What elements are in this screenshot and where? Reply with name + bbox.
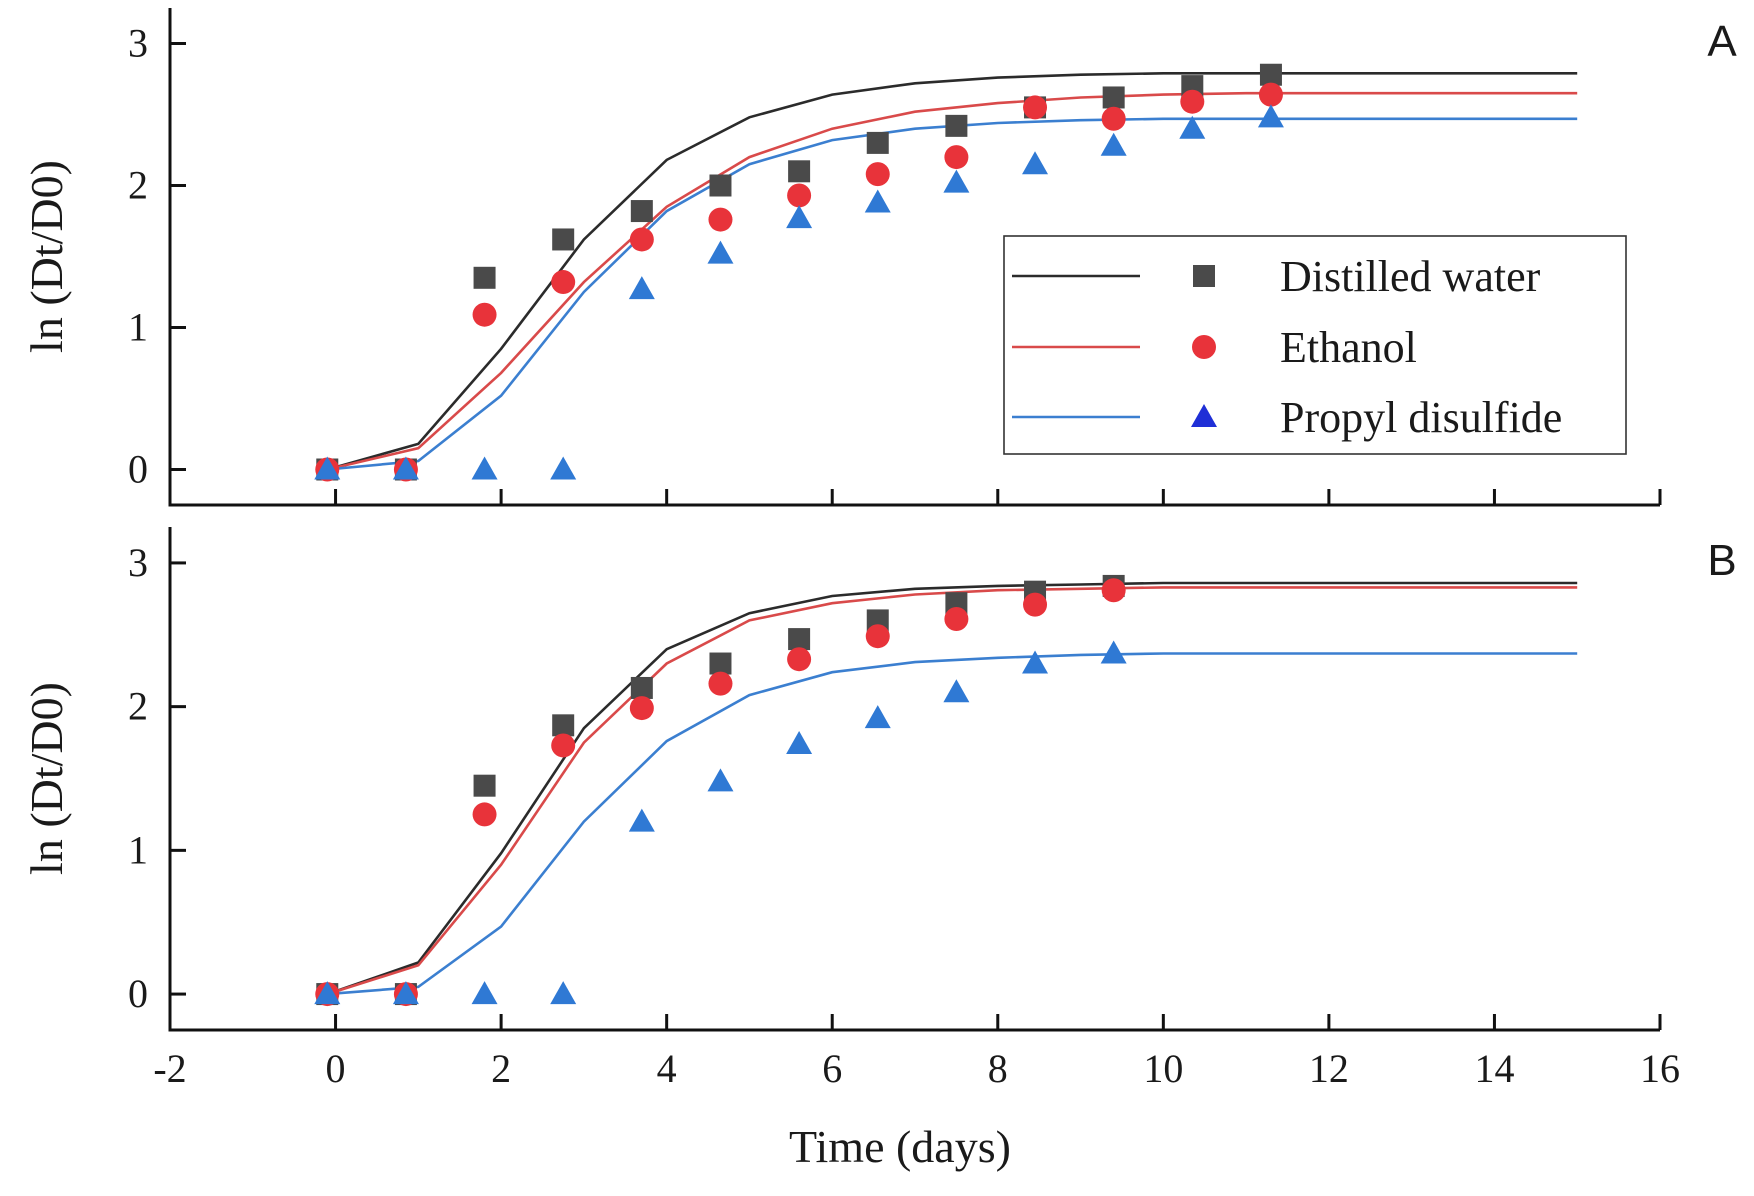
legend-marker-ethanol — [1192, 335, 1216, 359]
legend-label-propyl: Propyl disulfide — [1280, 393, 1562, 442]
point-propyl — [550, 981, 577, 1005]
point-ethanol — [1023, 592, 1048, 617]
point-distilled — [945, 114, 968, 137]
x-tick-label: 2 — [491, 1046, 511, 1091]
x-tick-label: 6 — [822, 1046, 842, 1091]
x-tick-label: 0 — [326, 1046, 346, 1091]
point-distilled — [788, 628, 811, 651]
point-propyl — [1179, 115, 1206, 139]
fit-line-distilled — [326, 581, 1578, 996]
point-ethanol — [551, 733, 576, 758]
point-ethanol — [1258, 82, 1283, 107]
point-ethanol — [629, 696, 654, 721]
point-ethanol — [629, 227, 654, 252]
point-propyl — [628, 276, 655, 300]
point-propyl — [707, 240, 734, 264]
point-propyl — [314, 456, 341, 480]
panel-a: 0 1 2 3 ln (Dt/D0) A — [21, 8, 1737, 507]
point-distilled — [1102, 86, 1125, 109]
point-distilled — [709, 652, 732, 675]
point-ethanol — [708, 207, 733, 232]
point-ethanol — [472, 302, 497, 327]
point-propyl — [1022, 650, 1049, 674]
point-propyl — [628, 808, 655, 832]
y-tick-label: 0 — [128, 971, 148, 1016]
point-propyl — [943, 169, 970, 193]
x-tick-label: 4 — [657, 1046, 677, 1091]
point-propyl — [550, 456, 577, 480]
y-tick-label: 3 — [128, 21, 148, 66]
x-tick-label: 10 — [1143, 1046, 1183, 1091]
y-tick-label: 1 — [128, 305, 148, 350]
point-distilled — [552, 228, 575, 251]
fit-line-propyl — [327, 652, 1578, 996]
legend-label-distilled: Distilled water — [1280, 252, 1541, 301]
point-distilled — [1259, 63, 1282, 86]
point-ethanol — [787, 647, 812, 672]
point-propyl — [1100, 640, 1127, 664]
point-distilled — [630, 200, 653, 223]
point-ethanol — [865, 624, 890, 649]
point-propyl — [392, 981, 419, 1005]
point-distilled — [552, 714, 575, 737]
legend-marker-propyl — [1191, 404, 1217, 427]
point-propyl — [1100, 132, 1127, 156]
point-ethanol — [944, 606, 969, 631]
x-tick-label: 16 — [1640, 1046, 1680, 1091]
fit-line-ethanol — [327, 91, 1578, 471]
x-tick-label: -2 — [153, 1046, 186, 1091]
point-propyl — [864, 705, 891, 729]
point-ethanol — [1180, 89, 1205, 114]
panel-label: B — [1707, 536, 1736, 585]
y-axis-title: ln (Dt/D0) — [21, 682, 72, 875]
point-distilled — [473, 774, 496, 797]
fit-line-distilled — [326, 72, 1578, 471]
x-axis-title: Time (days) — [789, 1121, 1011, 1172]
point-propyl — [1022, 151, 1049, 175]
fit-line-ethanol — [326, 586, 1578, 996]
legend-marker-distilled — [1193, 265, 1215, 287]
point-distilled — [630, 676, 653, 699]
point-propyl — [943, 679, 970, 703]
y-axis-title: ln (Dt/D0) — [21, 160, 72, 353]
point-ethanol — [865, 162, 890, 187]
y-tick-label: 1 — [128, 827, 148, 872]
point-distilled — [709, 174, 732, 197]
point-ethanol — [551, 270, 576, 295]
point-ethanol — [708, 671, 733, 696]
point-distilled — [866, 131, 889, 154]
y-tick-label: 0 — [128, 447, 148, 492]
x-tick-label: 8 — [988, 1046, 1008, 1091]
panel-label: A — [1707, 17, 1737, 66]
point-distilled — [788, 160, 811, 183]
point-propyl — [786, 731, 813, 755]
point-distilled — [473, 266, 496, 289]
point-propyl — [786, 205, 813, 229]
axis-frame — [168, 527, 1660, 1032]
point-ethanol — [1023, 95, 1048, 120]
legend-label-ethanol: Ethanol — [1280, 323, 1417, 372]
point-propyl — [314, 981, 341, 1005]
y-tick-label: 3 — [128, 540, 148, 585]
point-propyl — [707, 768, 734, 792]
point-propyl — [864, 189, 891, 213]
point-propyl — [471, 456, 498, 480]
point-ethanol — [1101, 106, 1126, 131]
x-tick-label: 12 — [1309, 1046, 1349, 1091]
point-ethanol — [472, 802, 497, 827]
y-tick-label: 2 — [128, 163, 148, 208]
point-ethanol — [1101, 578, 1126, 603]
legend: Distilled water Ethanol Propyl disulfide — [1003, 235, 1627, 455]
point-ethanol — [944, 145, 969, 170]
point-ethanol — [787, 183, 812, 208]
point-propyl — [1257, 104, 1284, 128]
point-propyl — [471, 981, 498, 1005]
y-tick-label: 2 — [128, 684, 148, 729]
point-propyl — [392, 456, 419, 480]
x-tick-label: 14 — [1474, 1046, 1514, 1091]
